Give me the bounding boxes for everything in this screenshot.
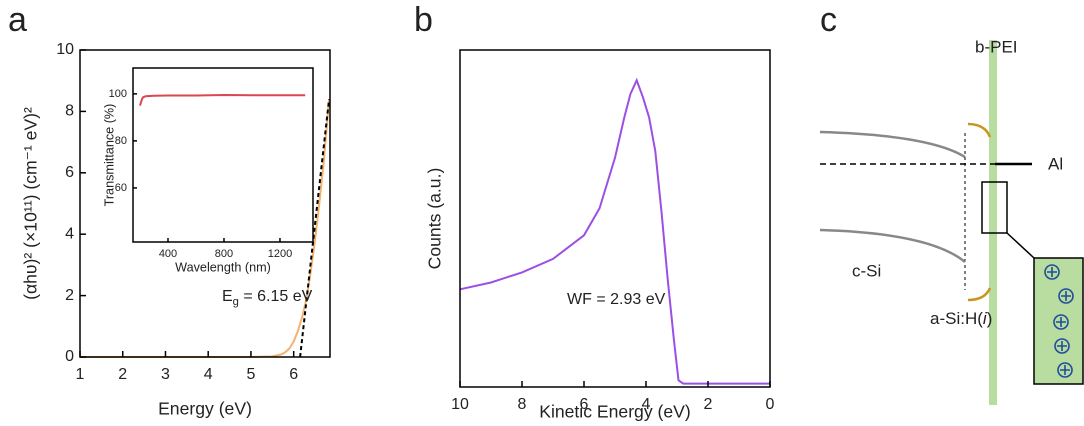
positive-charges	[1044, 264, 1074, 378]
x-axis-label: Energy (eV)	[158, 399, 252, 419]
x-tick-label: 2	[118, 366, 127, 383]
x-tick-label: 0	[766, 396, 775, 413]
barrier	[967, 287, 992, 302]
x-tick-label: 3	[161, 366, 170, 383]
layer-label: b-PEI	[975, 37, 1018, 56]
zoom-box	[981, 181, 1008, 234]
x-axis-label: Kinetic Energy (eV)	[539, 402, 691, 422]
x-tick-label: 1	[76, 366, 85, 383]
annotation-part: g	[233, 296, 239, 308]
x-tick-label: 400	[159, 248, 177, 260]
annotation-part: E	[222, 288, 233, 305]
x-tick-label: 2	[704, 396, 713, 413]
x-tick-label: 1200	[268, 248, 292, 260]
y-tick-label: 4	[65, 225, 74, 242]
label-part: a-Si:H(	[930, 309, 983, 328]
y-tick-label: 60	[115, 182, 127, 194]
x-tick-label: 5	[246, 366, 255, 383]
panel-label: b	[414, 1, 433, 39]
y-tick-label: 100	[109, 88, 127, 100]
y-tick-label: 80	[115, 135, 127, 147]
annotation-part: = 6.15 eV	[239, 288, 313, 305]
plot-area	[460, 50, 770, 387]
y-tick-label: 6	[65, 164, 74, 181]
x-tick-label: 8	[518, 396, 527, 413]
bpei-layer	[989, 40, 997, 405]
x-tick-label: 4	[204, 366, 213, 383]
annotation: WF = 2.93 eV	[567, 291, 666, 308]
barrier	[967, 122, 992, 138]
y-axis-label: Transmittance (%)	[102, 104, 116, 207]
x-tick-label: 6	[289, 366, 298, 383]
label-part: i	[983, 309, 988, 328]
substrate-label: c-Si	[852, 261, 881, 280]
y-tick-label: 10	[56, 41, 74, 58]
annotation: Eg = 6.15 eV	[222, 288, 313, 308]
y-tick-label: 0	[65, 348, 74, 365]
zoom-line	[1006, 232, 1035, 259]
conduction-band	[819, 130, 966, 159]
data-line	[299, 98, 331, 358]
passivation-label: a-Si:H(i)	[930, 309, 992, 328]
plot-area	[133, 68, 313, 242]
band-diagram: b-PEI Al c-Si a-Si:H(i)	[819, 37, 1084, 405]
frame	[459, 49, 771, 388]
x-tick-label: 6	[580, 396, 589, 413]
metal-label: Al	[1048, 154, 1063, 173]
annotation-part: WF = 2.93 eV	[567, 291, 666, 308]
data-line	[459, 77, 770, 385]
panel-label: a	[8, 1, 27, 39]
frame	[132, 67, 314, 243]
y-tick-label: 8	[65, 103, 74, 120]
data-line	[139, 93, 306, 106]
x-tick-label: 4	[642, 396, 651, 413]
valence-band	[819, 228, 966, 263]
x-axis-label: Wavelength (nm)	[175, 260, 271, 274]
panel-label: c	[820, 1, 837, 39]
zoom-inset	[1033, 257, 1084, 385]
label-part: )	[987, 309, 993, 328]
y-tick-label: 2	[65, 287, 74, 304]
frame	[79, 49, 331, 358]
y-axis-label: Counts (a.u.)	[425, 168, 445, 270]
x-tick-label: 10	[451, 396, 469, 413]
x-tick-label: 800	[215, 248, 233, 260]
y-axis-label: (αhυ)² (×10¹¹) (cm⁻¹ eV)²	[21, 107, 41, 300]
